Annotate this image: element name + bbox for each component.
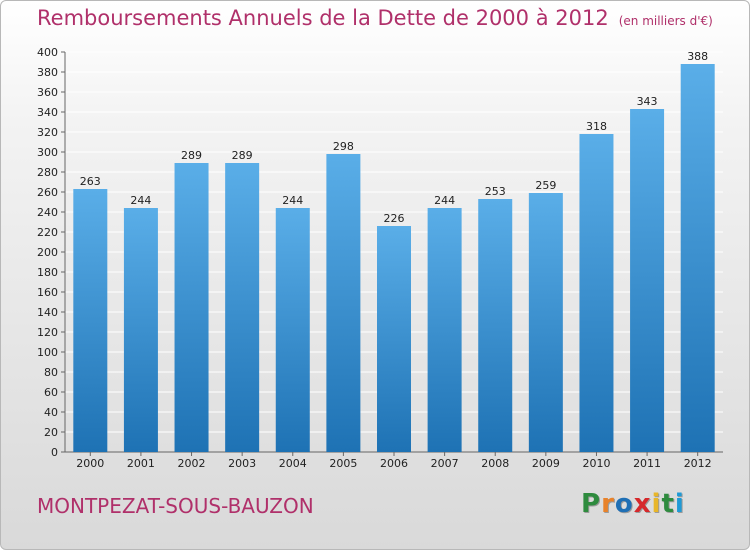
logo-letter: i <box>674 489 685 519</box>
y-tick-label: 180 <box>37 266 58 279</box>
bar-2011 <box>630 109 665 452</box>
x-tick-label-2002: 2002 <box>178 457 206 470</box>
x-tick-label-2001: 2001 <box>127 457 155 470</box>
y-tick-label: 320 <box>37 126 58 139</box>
value-label-2010: 318 <box>586 120 607 133</box>
y-tick-label: 120 <box>37 326 58 339</box>
bar-2003 <box>225 163 260 452</box>
y-tick-label: 100 <box>37 346 58 359</box>
x-tick-label-2009: 2009 <box>532 457 560 470</box>
bar-2006 <box>377 226 411 452</box>
y-tick-label: 40 <box>44 406 58 419</box>
bar-2002 <box>174 163 209 452</box>
logo-letter: i <box>651 489 662 519</box>
y-tick-label: 400 <box>37 46 58 59</box>
x-tick-label-2008: 2008 <box>481 457 509 470</box>
bar-2000 <box>73 189 108 452</box>
bars <box>73 64 715 452</box>
value-label-2005: 298 <box>333 140 354 153</box>
logo-letter: x <box>633 489 652 519</box>
value-label-2008: 253 <box>485 185 506 198</box>
x-tick-labels: 2000 2001 2002 2003 2004 2005 2006 2007 2008 2009… <box>76 457 711 470</box>
y-tick-label: 280 <box>37 166 58 179</box>
bar-2008 <box>478 199 513 452</box>
value-label-2009: 259 <box>535 179 556 192</box>
value-label-2001: 244 <box>130 194 151 207</box>
bar-2007 <box>427 208 462 452</box>
value-label-2000: 263 <box>80 175 101 188</box>
bar-2012 <box>680 64 715 452</box>
bar-2005 <box>326 154 361 452</box>
y-tick-label: 240 <box>37 206 58 219</box>
bar-2004 <box>275 208 310 452</box>
chart-unit: (en milliers d'€) <box>618 14 713 28</box>
value-label-2007: 244 <box>434 194 455 207</box>
value-label-2002: 289 <box>181 149 202 162</box>
y-tick-label: 380 <box>37 66 58 79</box>
value-label-2003: 289 <box>232 149 253 162</box>
bar-2001 <box>123 208 158 452</box>
bar-2009 <box>528 193 563 452</box>
value-label-2012: 388 <box>687 50 708 63</box>
x-tick-label-2003: 2003 <box>228 457 256 470</box>
chart-title: Remboursements Annuels de la Dette de 20… <box>37 6 609 30</box>
y-tick-label: 80 <box>44 366 58 379</box>
value-label-2011: 343 <box>637 95 658 108</box>
logo-letter: t <box>661 489 675 519</box>
y-tick-label: 300 <box>37 146 58 159</box>
proxiti-logo: Proxiti <box>581 489 685 519</box>
x-tick-label-2007: 2007 <box>431 457 459 470</box>
y-tick-label: 260 <box>37 186 58 199</box>
logo-letter: o <box>614 489 634 519</box>
y-tick-label: 60 <box>44 386 58 399</box>
x-tick-label-2004: 2004 <box>279 457 307 470</box>
x-tick-label-2012: 2012 <box>684 457 712 470</box>
y-tick-label: 0 <box>51 446 58 459</box>
y-tick-label: 220 <box>37 226 58 239</box>
y-tick-label: 160 <box>37 286 58 299</box>
x-tick-label-2005: 2005 <box>329 457 357 470</box>
value-label-2006: 226 <box>384 212 405 225</box>
x-tick-label-2010: 2010 <box>582 457 610 470</box>
chart-title-block: Remboursements Annuels de la Dette de 20… <box>37 6 713 30</box>
logo-letter: r <box>601 489 615 519</box>
x-tick-label-2000: 2000 <box>76 457 104 470</box>
value-label-2004: 244 <box>282 194 303 207</box>
y-tick-label: 200 <box>37 246 58 259</box>
y-tick-label: 140 <box>37 306 58 319</box>
y-tick-label: 340 <box>37 106 58 119</box>
x-tick-label-2011: 2011 <box>633 457 661 470</box>
value-labels: 263 244 289 289 244 298 226 244 253 259 318 343 388 <box>80 50 708 225</box>
logo-letter: P <box>581 489 602 519</box>
x-tick-label-2006: 2006 <box>380 457 408 470</box>
y-tick-label: 20 <box>44 426 58 439</box>
y-tick-label: 360 <box>37 86 58 99</box>
bar-2010 <box>579 134 614 452</box>
commune-name: MONTPEZAT-SOUS-BAUZON <box>37 494 314 518</box>
y-tick-labels: 0 20 40 60 80 100 120 140 160 180 200 220 240 260 280 3… <box>37 46 58 459</box>
